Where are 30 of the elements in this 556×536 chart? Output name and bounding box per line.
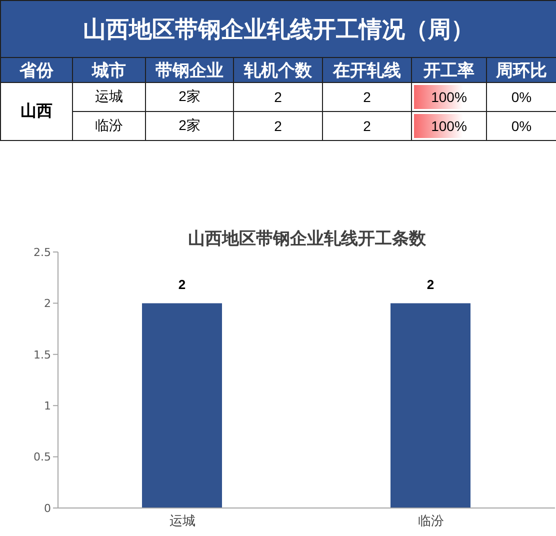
text: 临汾: [95, 117, 123, 133]
data-label: 2: [274, 89, 282, 105]
text: 0%: [511, 118, 532, 134]
category-label: 带钢企业: [156, 60, 224, 80]
chart-title: 山西地区带钢企业轧线开工条数: [188, 229, 426, 248]
category-label: 城市: [92, 60, 126, 80]
data-label: 2: [363, 89, 371, 105]
text: 2家: [178, 88, 200, 104]
text: 2: [178, 277, 186, 292]
category-label: 轧机个数: [244, 60, 312, 80]
y-tick-label: 0.5: [34, 450, 51, 464]
category-label: 周环比: [496, 60, 547, 80]
y-tick-label: 1: [44, 400, 51, 413]
text: 2: [274, 118, 282, 134]
text: 山西地区带钢企业轧线开工情况（周）: [83, 16, 474, 42]
text: 运城: [95, 88, 123, 104]
text: 山西: [20, 103, 52, 120]
category-label: 省份: [20, 60, 54, 80]
category-label: 开工率: [424, 60, 474, 80]
y-tick-label: 0: [44, 502, 51, 515]
text: 100%: [431, 118, 467, 134]
y-tick-label: 2: [44, 297, 51, 310]
category-label: 在开轧线: [333, 60, 401, 80]
y-tick-label: 2.5: [34, 246, 51, 259]
text: 100%: [431, 89, 467, 105]
y-tick-label: 1.5: [34, 348, 51, 362]
text: 2家: [178, 117, 200, 133]
text: 2: [426, 277, 434, 292]
text: 2: [363, 118, 371, 134]
text: 0%: [511, 89, 532, 105]
